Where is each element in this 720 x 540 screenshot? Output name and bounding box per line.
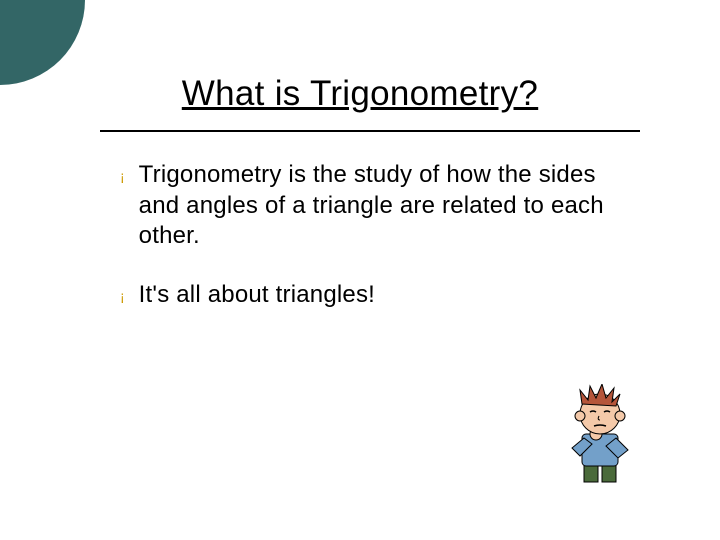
bullet-text: It's all about triangles! <box>139 280 375 311</box>
title-container: What is Trigonometry? <box>0 74 720 114</box>
bullet-item: ¡ It's all about triangles! <box>120 280 640 312</box>
bullet-text: Trigonometry is the study of how the sid… <box>139 160 640 252</box>
corner-circle-decoration <box>0 0 85 85</box>
bullet-marker-icon: ¡ <box>120 160 125 192</box>
title-underline-rule <box>100 130 640 132</box>
bullet-item: ¡ Trigonometry is the study of how the s… <box>120 160 640 252</box>
bullet-marker-icon: ¡ <box>120 280 125 312</box>
slide-title: What is Trigonometry? <box>0 74 720 114</box>
content-area: ¡ Trigonometry is the study of how the s… <box>120 160 640 340</box>
thinking-boy-clipart <box>558 384 642 484</box>
